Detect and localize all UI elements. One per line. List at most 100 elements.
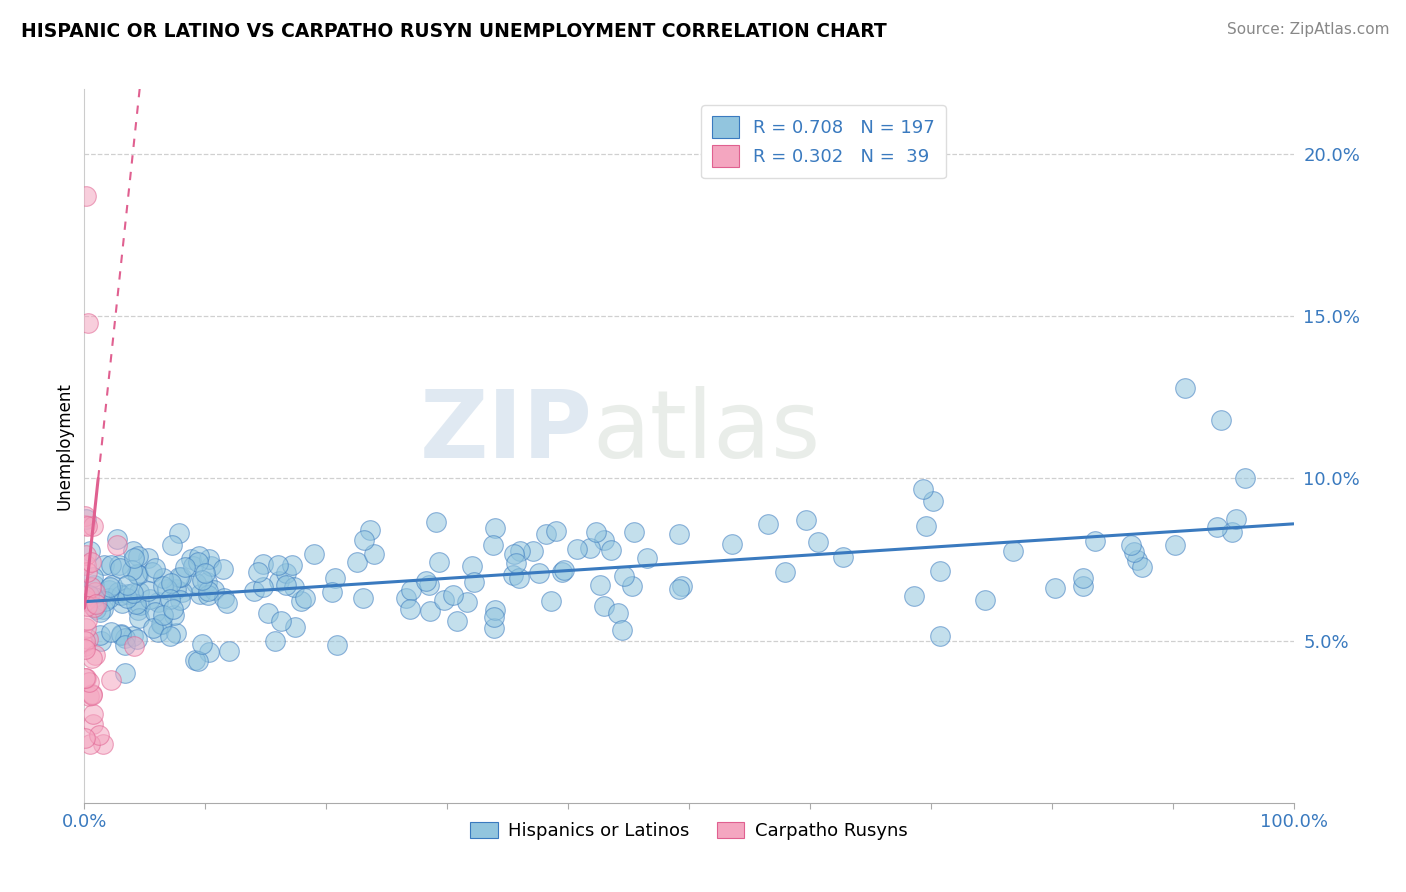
Point <box>522 544 544 558</box>
Point <box>283 580 305 594</box>
Point <box>1071 579 1094 593</box>
Point <box>122 639 145 653</box>
Point <box>484 521 506 535</box>
Point <box>143 605 166 619</box>
Point <box>142 621 165 635</box>
Point <box>198 645 221 659</box>
Point <box>108 558 131 573</box>
Point <box>114 631 136 645</box>
Point <box>73 508 96 523</box>
Point <box>155 582 177 596</box>
Point <box>114 666 136 681</box>
Point <box>170 585 193 599</box>
Point <box>160 576 183 591</box>
Point <box>169 593 191 607</box>
Point <box>484 621 506 635</box>
Point <box>1234 471 1257 485</box>
Point <box>1174 381 1197 395</box>
Point <box>90 634 112 648</box>
Point <box>505 556 527 570</box>
Point <box>75 558 97 572</box>
Point <box>93 558 115 573</box>
Point <box>922 494 945 508</box>
Point <box>117 587 139 601</box>
Point <box>481 537 503 551</box>
Text: Source: ZipAtlas.com: Source: ZipAtlas.com <box>1226 22 1389 37</box>
Point <box>294 591 316 605</box>
Point <box>75 621 97 635</box>
Point <box>363 548 385 562</box>
Point <box>128 585 150 599</box>
Point <box>121 563 143 577</box>
Point <box>76 565 98 579</box>
Point <box>508 571 530 585</box>
Point <box>527 566 550 580</box>
Point <box>79 738 101 752</box>
Point <box>89 628 111 642</box>
Point <box>415 574 437 588</box>
Point <box>187 555 209 569</box>
Point <box>623 525 645 540</box>
Point <box>461 559 484 574</box>
Point <box>82 717 104 731</box>
Point <box>284 620 307 634</box>
Point <box>115 591 138 606</box>
Point <box>98 580 121 594</box>
Point <box>86 596 108 610</box>
Point <box>1071 570 1094 584</box>
Point <box>143 560 166 574</box>
Point <box>105 538 128 552</box>
Point <box>146 625 169 640</box>
Point <box>73 641 96 656</box>
Point <box>129 599 152 613</box>
Point <box>73 731 96 745</box>
Point <box>256 606 278 620</box>
Point <box>832 549 855 564</box>
Point <box>127 567 149 582</box>
Point <box>195 574 218 589</box>
Point <box>105 532 128 546</box>
Point <box>76 599 98 613</box>
Point <box>75 671 97 685</box>
Point <box>441 588 464 602</box>
Point <box>197 552 219 566</box>
Point <box>76 632 98 646</box>
Point <box>359 523 381 537</box>
Point <box>114 638 136 652</box>
Point <box>181 559 204 574</box>
Point <box>159 591 181 606</box>
Point <box>152 607 174 622</box>
Point <box>427 555 450 569</box>
Legend: Hispanics or Latinos, Carpatho Rusyns: Hispanics or Latinos, Carpatho Rusyns <box>463 814 915 847</box>
Point <box>671 579 693 593</box>
Point <box>121 544 143 558</box>
Point <box>433 592 456 607</box>
Point <box>77 674 100 689</box>
Point <box>139 592 162 607</box>
Point <box>75 189 97 203</box>
Point <box>578 541 600 556</box>
Point <box>80 688 103 702</box>
Point <box>76 614 98 628</box>
Point <box>180 552 202 566</box>
Point <box>111 597 134 611</box>
Point <box>503 547 526 561</box>
Point <box>136 583 159 598</box>
Point <box>184 576 207 591</box>
Point <box>1119 538 1142 552</box>
Point <box>353 533 375 547</box>
Point <box>252 557 274 571</box>
Point <box>668 526 690 541</box>
Point <box>80 580 103 594</box>
Point <box>446 614 468 628</box>
Point <box>974 592 997 607</box>
Point <box>267 574 290 588</box>
Point <box>1163 538 1185 552</box>
Point <box>107 585 129 599</box>
Point <box>585 524 607 539</box>
Point <box>82 707 104 722</box>
Point <box>84 602 107 616</box>
Point <box>589 577 612 591</box>
Point <box>108 560 131 574</box>
Point <box>173 559 195 574</box>
